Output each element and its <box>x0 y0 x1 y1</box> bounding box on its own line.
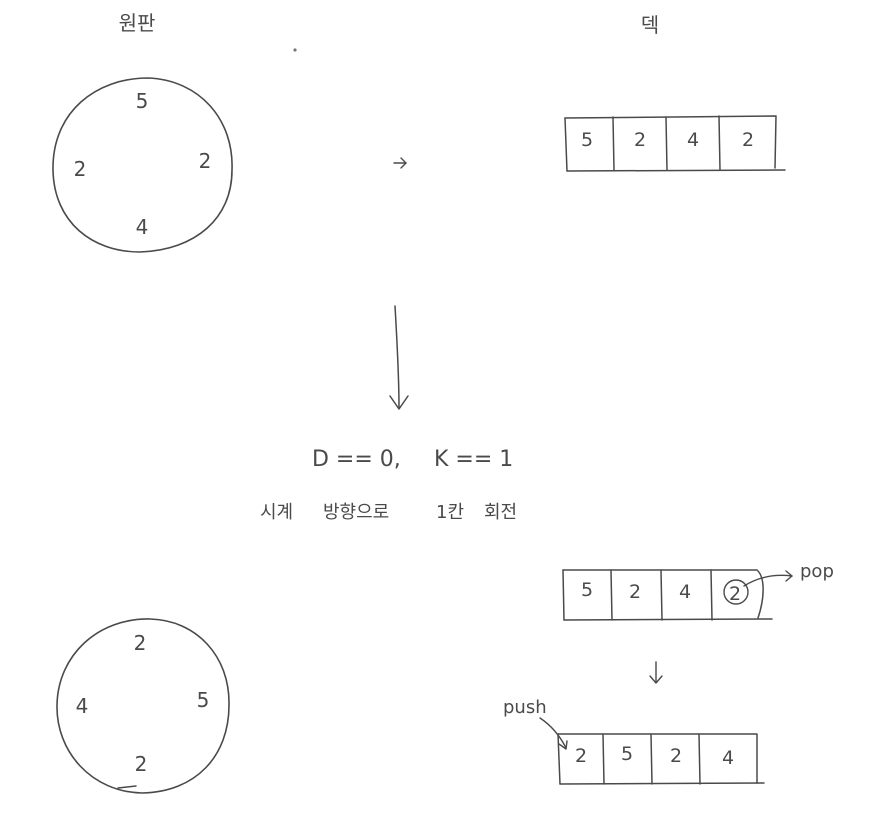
popped-element-circle <box>723 579 749 605</box>
bottom-deque-before-cell: 5 <box>581 579 593 601</box>
bottom-disk-circle <box>56 618 230 794</box>
bottom-deque-before-cell: 2 <box>629 581 641 603</box>
bottom-deque-before-left-edge <box>562 569 565 621</box>
top-disk-value-bottom: 4 <box>136 215 149 239</box>
bottom-disk-stroke-tail <box>117 785 137 789</box>
bottom-deque-before-base <box>563 618 773 621</box>
push-label: push <box>503 697 547 718</box>
deque-header: 덱 <box>641 13 659 37</box>
right-arrow-icon <box>393 157 407 169</box>
top-deque-base <box>566 169 786 172</box>
down-arrow-icon <box>389 305 409 410</box>
bottom-deque-before: 5 2 4 2 <box>562 569 773 621</box>
bottom-deque-after-cell: 2 <box>670 745 682 767</box>
bottom-deque-before-cell: 4 <box>679 581 691 603</box>
pop-arrow-icon <box>743 570 793 587</box>
top-disk-value-left: 2 <box>74 157 87 181</box>
bottom-deque-before-divider <box>660 569 663 621</box>
bottom-deque-after-cell: 4 <box>722 747 734 769</box>
bottom-disk-value-top: 2 <box>134 631 147 655</box>
caption-clockwise: 시계 <box>260 502 293 523</box>
bottom-deque-after-divider <box>650 733 653 785</box>
bottom-disk-value-bottom: 2 <box>135 752 148 776</box>
bottom-deque-after: 2 5 2 4 <box>557 733 765 785</box>
bottom-disk-value-left: 4 <box>76 694 89 718</box>
condition-d: D == 0, <box>312 447 401 472</box>
top-deque-divider <box>718 115 721 171</box>
bottom-deque-before-divider <box>610 569 613 621</box>
top-deque-cell: 5 <box>581 129 593 151</box>
bottom-deque-after-cell: 2 <box>575 745 587 767</box>
top-deque-cell: 4 <box>687 129 699 151</box>
bottom-deque-after-divider <box>602 733 605 785</box>
popped-element-value: 2 <box>729 583 741 605</box>
top-deque-cell: 2 <box>634 129 646 151</box>
caption-rotate: 회전 <box>484 502 517 523</box>
bottom-disk-value-right: 5 <box>197 688 210 712</box>
push-arrow-icon <box>539 717 568 750</box>
pop-label: pop <box>800 561 834 582</box>
top-disk-value-top: 5 <box>136 89 149 113</box>
top-deque-left-edge <box>564 117 568 172</box>
bottom-deque-after-base <box>559 782 765 785</box>
ink-dot <box>293 48 297 52</box>
caption-direction: 방향으로 <box>323 502 389 523</box>
bottom-deque-before-frame <box>562 569 764 619</box>
top-deque-cell: 2 <box>742 129 754 151</box>
disk-header: 원판 <box>119 11 156 35</box>
bottom-deque-before-divider <box>710 569 713 621</box>
condition-k: K == 1 <box>434 447 513 472</box>
caption-one-step: 1칸 <box>436 502 464 523</box>
top-deque: 5 2 4 2 <box>564 115 786 172</box>
bottom-deque-after-cell: 5 <box>621 743 633 765</box>
top-disk-circle <box>52 77 233 253</box>
bottom-deque-after-left-edge <box>557 733 561 785</box>
bottom-deque-after-divider <box>698 733 701 785</box>
small-down-arrow-icon <box>649 661 663 684</box>
top-deque-frame <box>564 115 777 169</box>
top-deque-divider <box>665 116 668 171</box>
top-disk-value-right: 2 <box>199 149 212 173</box>
bottom-deque-after-frame <box>557 733 758 784</box>
top-deque-divider <box>612 116 615 171</box>
